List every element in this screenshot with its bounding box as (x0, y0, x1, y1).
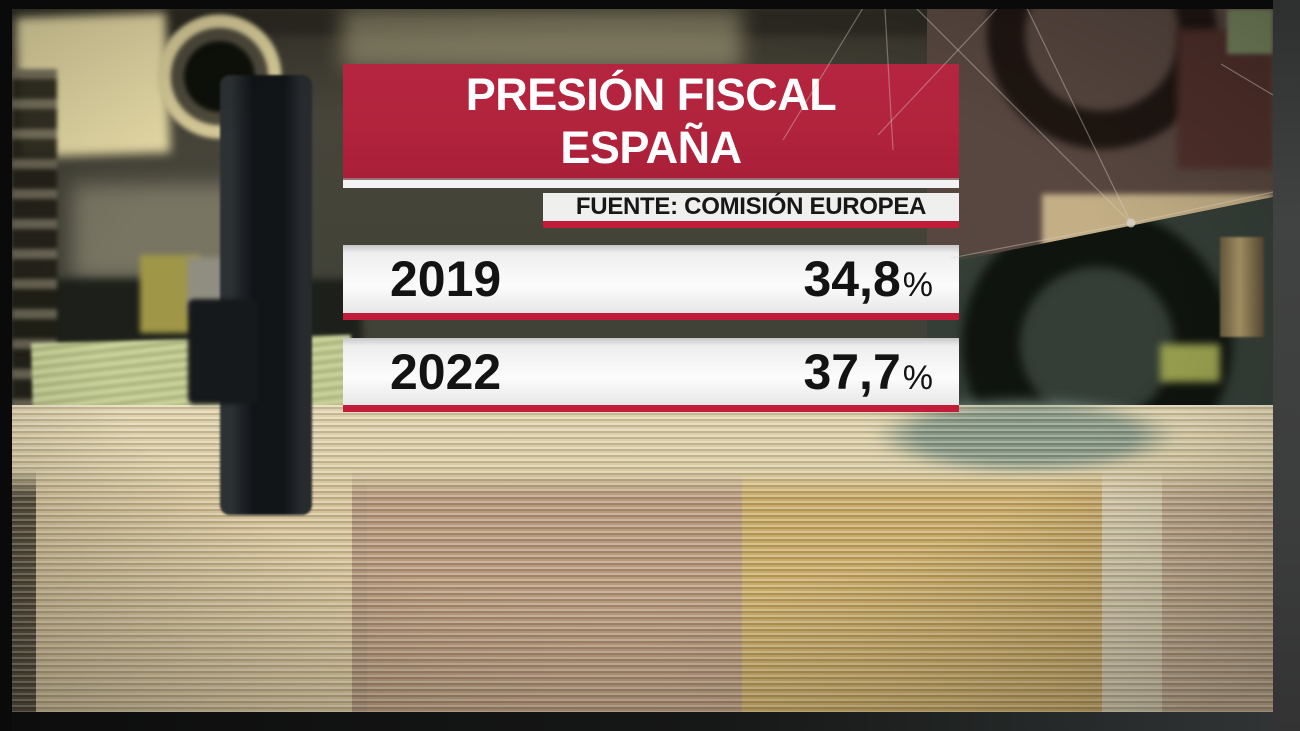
video-frame: PRESIÓN FISCAL ESPAÑA FUENTE: COMISIÓN E… (12, 9, 1273, 712)
row-underline (343, 405, 959, 412)
headline-line-1: PRESIÓN FISCAL (465, 69, 837, 120)
source-label: FUENTE: COMISIÓN EUROPEA (575, 193, 927, 220)
headline-line-2: ESPAÑA (560, 122, 742, 173)
screen-border-right (1273, 0, 1300, 731)
banner-underline (343, 178, 959, 188)
data-row-2022: 2022 37,7 % (343, 338, 959, 405)
machine-arm-clamp (220, 75, 312, 515)
value-label: 34,8 % (803, 250, 933, 308)
source-box: FUENTE: COMISIÓN EUROPEA (543, 193, 959, 221)
year-label: 2019 (390, 251, 502, 307)
value-label: 37,7 % (803, 343, 933, 401)
machinery-highlight (342, 9, 742, 69)
data-row-2019: 2019 34,8 % (343, 245, 959, 313)
green-detail (1160, 344, 1220, 382)
metal-cylinder (1220, 237, 1264, 337)
clamp-head (188, 299, 258, 404)
headline-banner: PRESIÓN FISCAL ESPAÑA (343, 64, 959, 178)
value-number: 34,8 (803, 251, 901, 307)
screen-border-bottom (12, 712, 1273, 731)
source-underline (543, 221, 959, 228)
percent-sign: % (902, 358, 933, 397)
value-number: 37,7 (803, 343, 901, 400)
green-machine-block (1227, 9, 1273, 54)
year-label: 2022 (390, 343, 502, 400)
row-underline (343, 313, 959, 320)
percent-sign: % (902, 266, 933, 304)
